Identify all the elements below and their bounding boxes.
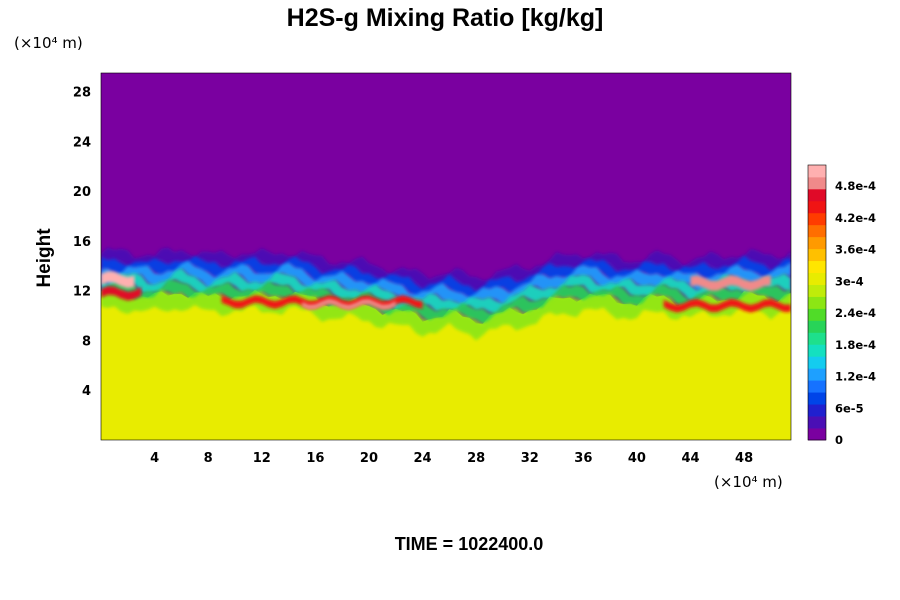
colorbar-swatch (808, 212, 826, 226)
mixing-band (101, 260, 791, 306)
colorbar-swatch (808, 248, 826, 262)
colorbar-label: 3.6e-4 (835, 243, 876, 257)
y-tick-label: 16 (73, 235, 91, 250)
colorbar-label: 2.4e-4 (835, 306, 876, 320)
colorbar-frame (807, 164, 827, 441)
y-tick-label: 24 (73, 135, 91, 150)
colorbar-swatch (808, 165, 826, 178)
y-tick-label: 8 (82, 334, 91, 349)
y-axis-label: Height (34, 228, 55, 288)
concentration-streak (101, 286, 142, 301)
colorbar-label: 4.2e-4 (835, 211, 876, 225)
colorbar-swatch (808, 428, 826, 441)
lower-field (101, 289, 791, 440)
x-tick-label: 36 (574, 451, 592, 466)
x-tick-label: 48 (735, 451, 753, 466)
mixing-band (101, 255, 791, 299)
colorbar-swatch (808, 176, 826, 190)
colorbar-swatch (808, 236, 826, 250)
colorbar-swatch (808, 308, 826, 321)
colorbar-swatch (808, 404, 826, 417)
colorbar-swatch (808, 284, 826, 297)
plot-frame (100, 72, 792, 441)
concentration-streak (101, 271, 135, 289)
mixing-band (101, 279, 791, 325)
x-tick-label: 8 (204, 451, 213, 466)
colorbar-swatch (808, 260, 826, 274)
y-tick-label: 20 (73, 185, 91, 200)
colorbar-swatch (808, 320, 826, 333)
colorbar-label: 4.8e-4 (835, 179, 876, 193)
concentration-streak (663, 298, 791, 313)
x-tick-label: 44 (681, 451, 699, 466)
colorbar-swatch (808, 200, 826, 214)
x-tick-label: 28 (467, 451, 485, 466)
x-tick-label: 24 (414, 451, 432, 466)
mixing-band (101, 267, 791, 315)
colorbar-swatch (808, 332, 826, 345)
colorbar-swatch (808, 224, 826, 238)
colorbar-swatch (808, 380, 826, 393)
concentration-streak (690, 275, 771, 292)
x-unit-label: (×10⁴ m) (714, 473, 783, 491)
colorbar-swatch (808, 344, 826, 357)
mixing-band (101, 247, 791, 292)
chart-title: H2S-g Mixing Ratio [kg/kg] (287, 4, 604, 32)
colorbar-label: 1.8e-4 (835, 338, 876, 352)
x-tick-label: 12 (253, 451, 271, 466)
colorbar-swatch (808, 272, 826, 285)
y-unit-label: (×10⁴ m) (14, 34, 83, 52)
colorbar (807, 164, 827, 441)
y-tick-label: 12 (73, 285, 91, 300)
x-tick-label: 16 (306, 451, 324, 466)
x-tick-label: 20 (360, 451, 378, 466)
colorbar-swatch (808, 356, 826, 369)
x-tick-label: 32 (521, 451, 539, 466)
y-tick-label: 28 (73, 86, 91, 101)
x-tick-label: 40 (628, 451, 646, 466)
time-label: TIME = 1022400.0 (395, 534, 544, 554)
colorbar-label: 6e-5 (835, 401, 864, 415)
colorbar-swatch (808, 392, 826, 405)
colorbar-swatch (808, 296, 826, 309)
colorbar-label: 1.2e-4 (835, 370, 876, 384)
x-tick-label: 4 (150, 451, 159, 466)
colorbar-swatch (808, 368, 826, 381)
colorbar-swatch (808, 416, 826, 429)
colorbar-label: 0 (835, 433, 843, 447)
y-tick-label: 4 (82, 384, 91, 399)
colorbar-label: 3e-4 (835, 274, 864, 288)
plot-area (101, 73, 791, 440)
colorbar-swatch (808, 188, 826, 202)
concentration-streak (302, 298, 396, 310)
